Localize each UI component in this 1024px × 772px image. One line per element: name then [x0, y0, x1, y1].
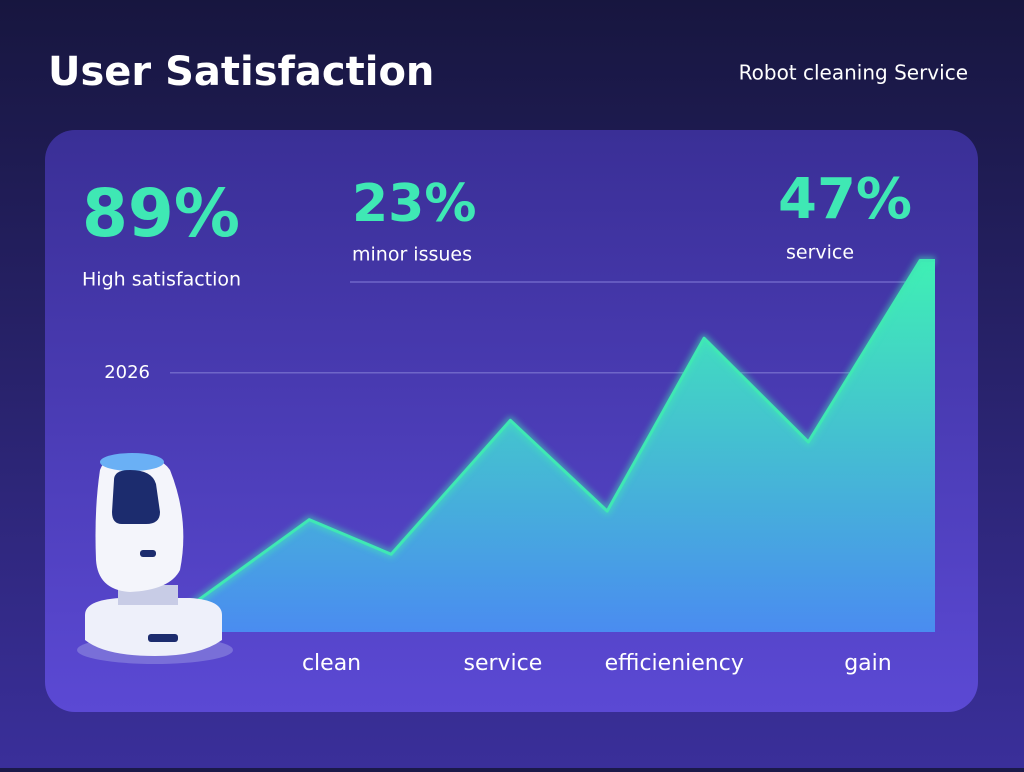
- plot: 2026 clean service efficieniency gain: [104, 256, 935, 676]
- x-tick-label: clean: [302, 651, 361, 676]
- x-tick-label: efficieniency: [605, 651, 744, 676]
- stat-value: 47%: [778, 167, 912, 232]
- area: [190, 260, 935, 632]
- stat-label: High satisfaction: [82, 269, 241, 291]
- stat-label: minor issues: [352, 244, 472, 266]
- stat-label: service: [786, 242, 854, 264]
- x-tick-label: gain: [844, 651, 892, 676]
- title: User Satisfaction: [48, 49, 434, 95]
- stat-value: 23%: [352, 174, 476, 234]
- robot: [77, 453, 233, 664]
- x-tick-label: service: [463, 651, 542, 676]
- line: [189, 258, 935, 608]
- subtitle: Robot cleaning Service: [739, 61, 968, 85]
- y-tick-label: 2026: [104, 362, 150, 383]
- stat-value: 89%: [82, 175, 240, 252]
